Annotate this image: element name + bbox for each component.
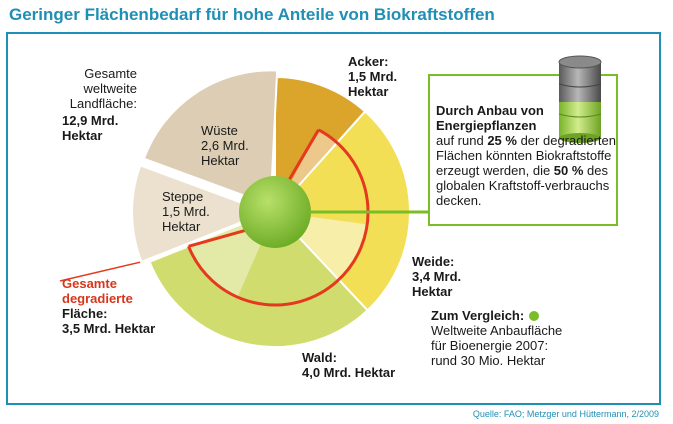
slice-wueste [142, 69, 279, 207]
degraded-label: Gesamte degradierte Fläche: 3,5 Mrd. Hek… [62, 276, 156, 336]
wald-label: Wald: 4,0 Mrd. Hektar [302, 350, 396, 380]
info-body: auf rund 25 % der degradierten Flächen k… [436, 133, 616, 208]
oil-barrel-icon [558, 55, 602, 143]
weide-label: Weide: 3,4 Mrd. Hektar [412, 254, 462, 299]
source-note: Quelle: FAO; Metzger und Hüttermann, 2/2… [472, 409, 659, 419]
comparison-title: Zum Vergleich: [431, 308, 525, 323]
comparison-block: Zum Vergleich: Weltweite Anbaufläche für… [431, 308, 563, 368]
wueste-label: Wüste 2,6 Mrd. Hektar [201, 123, 249, 168]
slice-steppe [131, 164, 270, 264]
bioenergy-dot-icon [529, 311, 540, 321]
degraded-pointer [59, 261, 141, 282]
total-land-value: 12,9 Mrd. Hektar [62, 113, 119, 143]
bioenergy-center [239, 176, 311, 248]
steppe-label: Steppe 1,5 Mrd. Hektar [162, 189, 210, 234]
acker-label: Acker: 1,5 Mrd. Hektar [348, 54, 398, 99]
total-land-label: Gesamte weltweite Landfläche: [69, 66, 137, 111]
chart-frame [6, 32, 661, 405]
info-text: Durch Anbau von Energiepflanzen auf rund… [436, 103, 618, 208]
chart-title: Geringer Flächenbedarf für hohe Anteile … [9, 5, 495, 24]
degraded-boundary [187, 128, 370, 307]
